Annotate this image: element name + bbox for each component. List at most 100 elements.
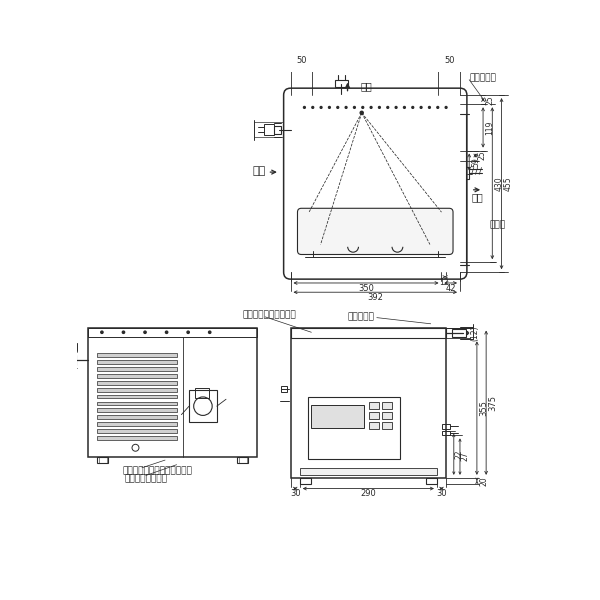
Text: 455: 455 bbox=[504, 176, 513, 191]
Circle shape bbox=[209, 331, 211, 334]
Bar bbox=[369, 412, 379, 419]
Bar bbox=[88, 328, 257, 337]
Text: 119: 119 bbox=[485, 120, 494, 134]
Bar bbox=[97, 415, 177, 419]
Bar bbox=[290, 328, 446, 478]
Circle shape bbox=[360, 111, 363, 115]
Circle shape bbox=[328, 106, 331, 109]
Text: 50: 50 bbox=[296, 56, 307, 65]
Bar bbox=[300, 468, 437, 475]
Circle shape bbox=[370, 106, 372, 109]
Bar bbox=[97, 367, 177, 371]
Bar bbox=[238, 457, 248, 463]
Text: 59: 59 bbox=[472, 157, 481, 167]
Text: 12: 12 bbox=[439, 278, 449, 287]
Bar bbox=[458, 167, 469, 179]
Bar bbox=[97, 360, 177, 364]
Bar bbox=[452, 329, 466, 337]
Circle shape bbox=[353, 106, 355, 109]
Circle shape bbox=[387, 106, 389, 109]
Bar bbox=[97, 457, 108, 463]
Bar bbox=[426, 478, 437, 484]
Bar bbox=[369, 401, 379, 409]
Bar bbox=[442, 424, 450, 428]
Bar bbox=[97, 381, 177, 385]
Text: 排油レバー: 排油レバー bbox=[469, 74, 496, 83]
FancyBboxPatch shape bbox=[298, 208, 453, 254]
Text: 355: 355 bbox=[479, 400, 488, 416]
Circle shape bbox=[428, 106, 430, 109]
Text: 22: 22 bbox=[455, 449, 464, 459]
Bar bbox=[301, 104, 449, 121]
Bar bbox=[67, 343, 77, 351]
Circle shape bbox=[362, 106, 364, 109]
Bar bbox=[263, 124, 274, 135]
Text: ポンプ復帰ボタン: ポンプ復帰ボタン bbox=[124, 474, 167, 483]
Bar bbox=[56, 355, 67, 365]
Text: ストッパー: ストッパー bbox=[348, 313, 375, 322]
Text: 25: 25 bbox=[485, 95, 494, 104]
Bar bbox=[97, 374, 177, 377]
Circle shape bbox=[345, 106, 347, 109]
Text: オペレーションパネル: オペレーションパネル bbox=[242, 311, 296, 320]
Text: 30: 30 bbox=[290, 490, 301, 499]
Text: 50: 50 bbox=[444, 56, 454, 65]
FancyBboxPatch shape bbox=[284, 88, 467, 279]
Circle shape bbox=[395, 106, 397, 109]
Bar bbox=[382, 401, 392, 409]
Bar bbox=[308, 397, 400, 458]
Circle shape bbox=[337, 106, 338, 109]
Text: 20: 20 bbox=[479, 476, 488, 485]
Circle shape bbox=[379, 106, 380, 109]
Text: 392: 392 bbox=[367, 293, 383, 302]
Circle shape bbox=[101, 331, 103, 334]
Circle shape bbox=[420, 106, 422, 109]
Bar bbox=[97, 429, 177, 433]
Bar bbox=[442, 431, 450, 436]
Text: 350: 350 bbox=[358, 284, 374, 293]
Text: 430: 430 bbox=[495, 176, 504, 191]
Bar bbox=[97, 401, 177, 406]
Text: 25: 25 bbox=[478, 151, 487, 160]
Bar bbox=[97, 388, 177, 392]
Text: 375: 375 bbox=[488, 395, 497, 411]
Bar bbox=[97, 409, 177, 412]
Bar bbox=[335, 80, 347, 88]
Bar bbox=[97, 436, 177, 440]
Bar bbox=[97, 395, 177, 398]
Text: 42: 42 bbox=[445, 284, 456, 293]
Text: 吸気: 吸気 bbox=[253, 166, 266, 176]
Text: 電源スイッチ（漏電遷断器）: 電源スイッチ（漏電遷断器） bbox=[122, 466, 192, 475]
Bar bbox=[97, 422, 177, 426]
Text: 290: 290 bbox=[361, 490, 376, 499]
Bar bbox=[88, 328, 257, 457]
Circle shape bbox=[412, 106, 413, 109]
Circle shape bbox=[144, 331, 146, 334]
Text: 排気: 排気 bbox=[361, 81, 373, 91]
Text: 排気: 排気 bbox=[471, 193, 483, 203]
Bar bbox=[281, 386, 287, 392]
Bar bbox=[382, 412, 392, 419]
Bar bbox=[97, 353, 177, 357]
Bar bbox=[369, 422, 379, 429]
Bar bbox=[290, 328, 446, 338]
Text: (12): (12) bbox=[470, 325, 479, 341]
Text: 排油口: 排油口 bbox=[489, 221, 505, 230]
Circle shape bbox=[437, 106, 439, 109]
Text: 30: 30 bbox=[436, 490, 447, 499]
Circle shape bbox=[187, 331, 190, 334]
Bar bbox=[189, 390, 217, 422]
Circle shape bbox=[312, 106, 314, 109]
Bar bbox=[300, 478, 311, 484]
Bar bbox=[195, 388, 209, 398]
Circle shape bbox=[404, 106, 406, 109]
Circle shape bbox=[445, 106, 447, 109]
Text: 27: 27 bbox=[461, 452, 470, 461]
Circle shape bbox=[166, 331, 168, 334]
Circle shape bbox=[304, 106, 305, 109]
Bar bbox=[274, 126, 281, 134]
Bar bbox=[311, 404, 364, 428]
Bar bbox=[68, 355, 76, 365]
Bar bbox=[382, 422, 392, 429]
Circle shape bbox=[320, 106, 322, 109]
